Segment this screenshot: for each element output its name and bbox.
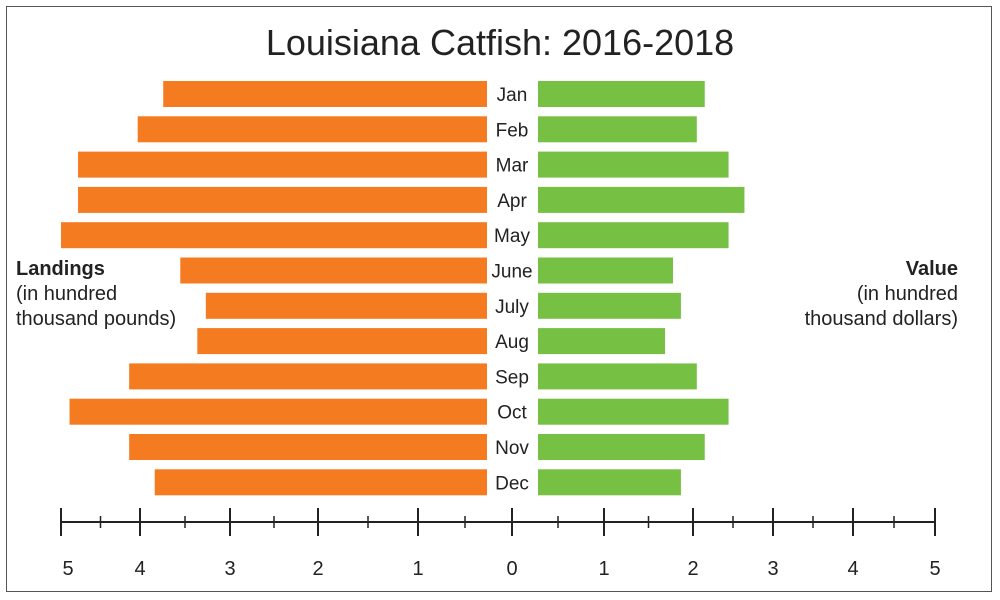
landings-bar bbox=[197, 328, 487, 355]
landings-bar bbox=[180, 257, 487, 284]
landings-bar bbox=[69, 398, 488, 425]
tick-label: 3 bbox=[767, 558, 778, 580]
tick-label: 5 bbox=[929, 558, 940, 580]
value-bar bbox=[538, 116, 697, 143]
value-bar bbox=[538, 292, 681, 319]
value-bar bbox=[538, 81, 705, 107]
tick-label: 3 bbox=[224, 558, 235, 580]
landings-bar bbox=[137, 116, 487, 143]
tick-label: 4 bbox=[847, 558, 858, 580]
landings-bar bbox=[78, 186, 487, 213]
landings-bar bbox=[129, 363, 487, 390]
chart-frame bbox=[6, 6, 992, 592]
right-series-unit-line1: (in hundred bbox=[856, 283, 958, 305]
tick-label: 2 bbox=[687, 558, 698, 580]
landings-bar bbox=[205, 292, 487, 319]
left-axis-caption: Landings (in hundred thousand pounds) bbox=[16, 257, 176, 332]
month-label: Jan bbox=[497, 85, 528, 106]
tick-label: 4 bbox=[134, 558, 145, 580]
landings-bar bbox=[78, 151, 487, 178]
chart-title: Louisiana Catfish: 2016-2018 bbox=[265, 22, 735, 63]
month-label: Aug bbox=[495, 332, 529, 353]
value-bar bbox=[538, 363, 697, 390]
month-label: Feb bbox=[496, 120, 529, 141]
right-axis-caption: Value (in hundred thousand dollars) bbox=[805, 257, 958, 332]
value-bar bbox=[538, 398, 729, 425]
value-bar bbox=[538, 151, 729, 178]
month-label: June bbox=[491, 262, 532, 283]
month-label: Nov bbox=[495, 438, 529, 459]
landings-bar bbox=[129, 434, 487, 460]
month-label: Mar bbox=[496, 156, 529, 177]
right-series-unit-line2: thousand dollars) bbox=[804, 308, 958, 330]
tick-label: 1 bbox=[598, 558, 609, 580]
value-bar bbox=[538, 186, 745, 213]
landings-bar bbox=[163, 81, 488, 107]
tick-label: 5 bbox=[62, 558, 73, 580]
month-label: Apr bbox=[497, 191, 527, 212]
month-label: May bbox=[494, 226, 530, 247]
month-label: Dec bbox=[495, 473, 529, 494]
landings-bar bbox=[154, 469, 487, 496]
left-series-unit-line1: (in hundred bbox=[16, 283, 118, 305]
landings-bar bbox=[61, 222, 487, 249]
month-label: July bbox=[495, 297, 529, 318]
right-series-title: Value bbox=[905, 258, 958, 280]
value-bar bbox=[538, 469, 681, 496]
left-series-title: Landings bbox=[16, 258, 105, 280]
tick-label: 1 bbox=[412, 558, 423, 580]
value-bar bbox=[538, 434, 705, 460]
month-label: Oct bbox=[497, 403, 527, 424]
left-series-unit-line2: thousand pounds) bbox=[16, 308, 177, 330]
month-label: Sep bbox=[495, 367, 529, 388]
value-bar bbox=[538, 328, 666, 355]
tick-label: 0 bbox=[506, 558, 517, 580]
tick-label: 2 bbox=[312, 558, 323, 580]
value-bar bbox=[538, 257, 673, 284]
value-bar bbox=[538, 222, 729, 249]
